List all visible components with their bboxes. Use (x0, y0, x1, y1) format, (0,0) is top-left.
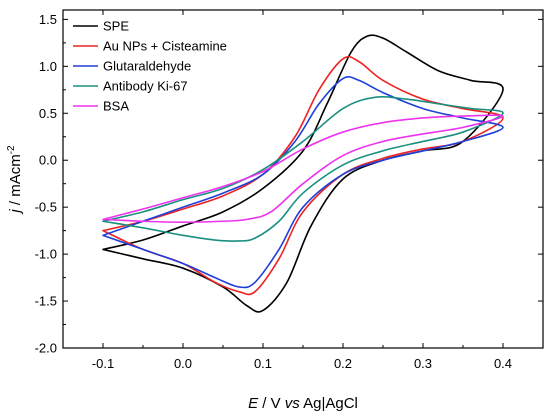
y-tick-label: -1.5 (35, 294, 57, 309)
legend: SPE Au NPs + Cisteamine Glutaraldehyde Anti… (73, 19, 227, 114)
series-curve-antibody-ki-67 (102, 95, 504, 242)
y-tick-label: 1.5 (39, 12, 57, 27)
y-axis-title: j / mAcm-2 (6, 145, 24, 215)
x-tick-label: 0.1 (254, 356, 272, 371)
x-tick-label: 0.4 (494, 356, 512, 371)
legend-label-glutaraldehyde: Glutaraldehyde (103, 59, 191, 74)
y-tick-label: -2.0 (35, 341, 57, 356)
y-tick-label: -0.5 (35, 200, 57, 215)
y-tick-label: 0.5 (39, 106, 57, 121)
ticks-layer: -0.1 0.0 0.1 0.2 0.3 0.4 -2.0 -1.5 -1.0 -0.5 0.0 0.… (35, 10, 544, 371)
x-axis-title: E / V vs Ag|AgCl (248, 395, 358, 412)
x-tick-label: 0.2 (334, 356, 352, 371)
x-tick-label: 0.3 (414, 356, 432, 371)
x-tick-label: -0.1 (92, 356, 114, 371)
legend-label-antibody-ki-67: Antibody Ki-67 (103, 79, 188, 94)
series-curve-glutaraldehyde (102, 75, 504, 289)
x-tick-label: 0.0 (174, 356, 192, 371)
legend-label-bsa: BSA (103, 99, 129, 114)
y-tick-label: 0.0 (39, 153, 57, 168)
y-tick-label: -1.0 (35, 247, 57, 262)
y-tick-label: 1.0 (39, 59, 57, 74)
series-curve-spe (102, 34, 504, 313)
legend-label-au-nps-cisteamine: Au NPs + Cisteamine (103, 39, 227, 54)
series-curve-bsa (102, 114, 504, 223)
legend-label-spe: SPE (103, 19, 129, 34)
curves-layer (102, 34, 504, 313)
